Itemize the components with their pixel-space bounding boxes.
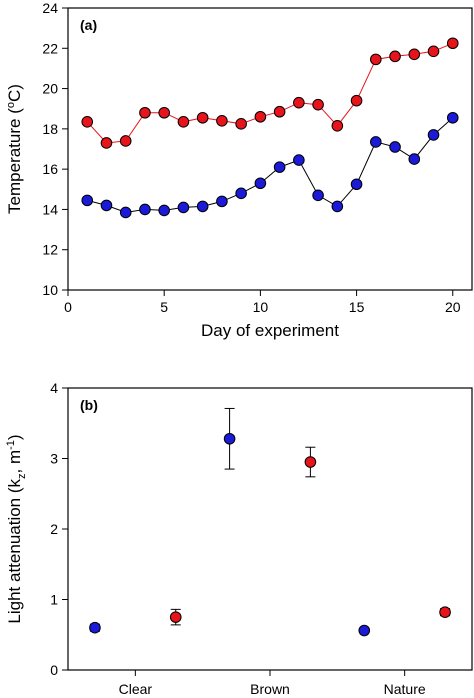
panel-a-series-1-point xyxy=(273,105,286,118)
panel-b-y-title-end: ) xyxy=(5,434,24,440)
panel-b-category-label: Clear xyxy=(119,681,153,697)
panel-a-series-1-point xyxy=(81,116,94,128)
panel-b-plot-frame xyxy=(67,387,473,671)
panel-a-series-2-point xyxy=(81,194,94,207)
panel-a-y-tick-label: 20 xyxy=(42,81,58,97)
panel-b-y-tick-label: 4 xyxy=(50,380,58,396)
panel-a-series-2-point xyxy=(427,129,440,141)
panel-b-y-title-mid: , m xyxy=(5,450,24,474)
panel-b-series-2-point xyxy=(304,456,317,468)
panel-b-series-1-point xyxy=(89,621,101,634)
panel-b-y-axis-title: Light attenuation (kz, m-1) xyxy=(5,434,28,623)
panel-a-series-1-point xyxy=(293,96,305,109)
panel-a-series-2-line xyxy=(87,117,454,213)
panel-b-series-2-point xyxy=(439,606,451,618)
panel-a-y-tick-label: 24 xyxy=(42,0,58,16)
panel-b-error-bars xyxy=(89,407,451,633)
panel-a-series-2-point xyxy=(235,187,247,200)
panel-b-category-label: Nature xyxy=(384,681,426,697)
panel-b-y-title-sub: z xyxy=(16,473,28,479)
panel-a-data-points xyxy=(81,37,459,219)
panel-a-series-1-point xyxy=(216,115,228,127)
panel-a-series-2-point xyxy=(216,195,228,208)
panel-b-y-tick-label: 2 xyxy=(50,521,58,537)
panel-a-series-lines xyxy=(86,42,454,213)
panel-b-y-title-sup: -1 xyxy=(5,440,17,450)
panel-a-chart: 0 5 10 15 20 10 12 14 16 18 20 22 24 (a) Day of expe… xyxy=(5,0,473,340)
panel-b-series-1-point xyxy=(223,432,236,445)
panel-b-data-points xyxy=(89,432,451,637)
panel-a-series-1-point xyxy=(446,37,459,50)
panel-a-x-tick-label: 5 xyxy=(160,299,168,315)
panel-a-series-2-point xyxy=(100,199,113,212)
panel-a-series-2-point xyxy=(312,189,324,202)
panel-a-series-2-point xyxy=(196,200,209,213)
panel-a-x-tick-label: 20 xyxy=(445,299,461,315)
panel-a-series-1-point xyxy=(235,118,247,130)
panel-a-y-title-sup: o xyxy=(5,102,17,108)
panel-a-series-2-point xyxy=(389,141,401,153)
panel-a-series-1-point xyxy=(408,48,421,61)
panel-a-series-1-point xyxy=(370,53,382,66)
panel-a-y-tick-label: 16 xyxy=(42,161,58,177)
panel-a-series-2-point xyxy=(273,161,286,173)
panel-b-y-tick-label: 0 xyxy=(50,662,58,678)
panel-a-series-2-point xyxy=(350,178,363,191)
panel-b-y-title-main: Light attenuation (k xyxy=(5,478,24,623)
panel-a-series-2-point xyxy=(158,204,170,217)
panel-a-series-1-point xyxy=(177,116,190,128)
panel-a-series-2-point xyxy=(119,206,132,219)
panel-a-series-2-point xyxy=(293,154,305,166)
panel-a-y-title-end: C) xyxy=(5,84,24,102)
panel-a-series-2-point xyxy=(139,203,151,216)
panel-a-y-tick-label: 12 xyxy=(42,242,58,258)
panel-a-x-axis-title: Day of experiment xyxy=(201,321,339,340)
panel-a-series-1-point xyxy=(312,98,324,111)
panel-a-series-1-point xyxy=(427,45,440,58)
panel-a-y-tick-label: 22 xyxy=(42,40,58,56)
panel-a-y-tick-label: 10 xyxy=(42,282,58,298)
panel-a-series-1-point xyxy=(158,106,170,119)
panel-b-series-2-point xyxy=(169,611,182,623)
panel-a-series-1-point xyxy=(119,135,132,147)
panel-b-y-tick-label: 3 xyxy=(50,451,58,467)
panel-a-series-1-point xyxy=(100,137,113,149)
panel-a-series-2-point xyxy=(446,111,459,124)
panel-a-series-1-point xyxy=(139,106,151,119)
panel-a-series-1-point xyxy=(254,110,267,123)
panel-a-x-tick-label: 15 xyxy=(349,299,365,315)
panel-a-label: (a) xyxy=(80,17,97,33)
panel-a-y-title-main: Temperature ( xyxy=(5,108,24,214)
panel-b-category-label: Brown xyxy=(250,681,290,697)
panel-a-axes: 0 5 10 15 20 10 12 14 16 18 20 22 24 xyxy=(42,0,460,315)
panel-a-series-2-point xyxy=(408,153,421,165)
panel-b-axes: 0 1 2 3 4 Clear Brown Nature xyxy=(50,380,426,697)
panel-a-x-tick-label: 0 xyxy=(64,299,72,315)
panel-b-y-tick-label: 1 xyxy=(50,592,58,608)
panel-b-chart: 0 1 2 3 4 Clear Brown Nature (b) Light attenuat… xyxy=(5,380,473,697)
panel-a-series-1-point xyxy=(196,111,209,124)
panel-a-plot-frame xyxy=(67,7,473,291)
panel-b-series-1-point xyxy=(358,624,371,637)
panel-a-y-tick-label: 14 xyxy=(42,201,58,217)
panel-a-series-1-point xyxy=(350,94,363,107)
panel-a-y-tick-label: 18 xyxy=(42,121,58,137)
panel-a-series-2-point xyxy=(370,136,382,148)
panel-a-series-1-point xyxy=(389,50,401,63)
panel-a-series-2-point xyxy=(254,177,267,190)
panel-a-series-2-point xyxy=(177,201,190,214)
panel-a-x-tick-label: 10 xyxy=(253,299,269,315)
panel-b-label: (b) xyxy=(80,397,98,413)
panel-a-series-2-point xyxy=(331,200,344,213)
panel-a-y-axis-title: Temperature (oC) xyxy=(5,84,24,214)
panel-a-series-1-point xyxy=(331,120,344,132)
